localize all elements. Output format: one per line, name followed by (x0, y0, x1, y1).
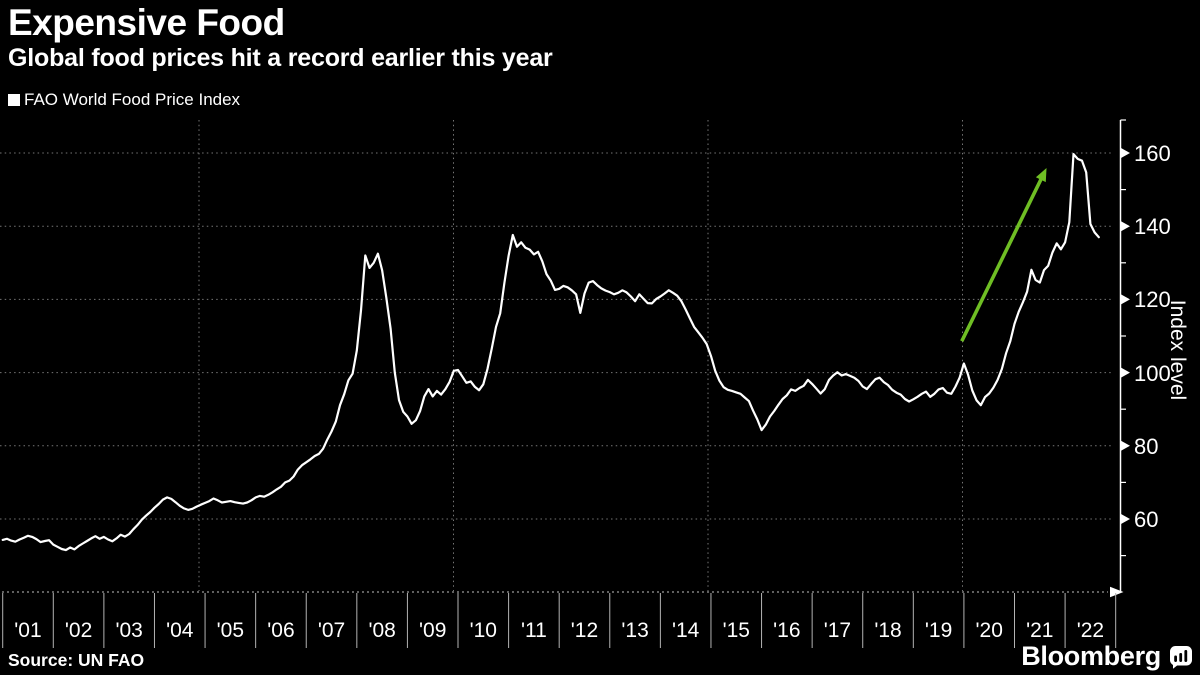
x-axis-tick-label: '07 (317, 619, 346, 642)
source-note: Source: UN FAO (8, 650, 145, 670)
x-axis-tick-label: '06 (267, 619, 295, 642)
x-axis-tick-label: '19 (924, 619, 953, 642)
chart-subtitle: Global food prices hit a record earlier … (8, 44, 553, 72)
y-axis-tick-label: 120 (1134, 287, 1171, 313)
y-axis-tick-label: 60 (1134, 507, 1159, 532)
x-axis-tick-label: '15 (722, 619, 750, 642)
y-axis-tick-label: 80 (1134, 433, 1159, 459)
x-axis-tick-label: '08 (368, 619, 396, 642)
bloomberg-chart-icon (1170, 645, 1192, 669)
x-axis-tick-label: '09 (419, 619, 447, 642)
bloomberg-logo: Bloomberg (1021, 641, 1193, 672)
y-axis-tick-label: 100 (1134, 360, 1171, 386)
x-axis-tick-label: '18 (874, 619, 902, 642)
x-axis-tick-label: '01 (14, 619, 42, 642)
x-axis-tick-label: '17 (823, 619, 852, 642)
bloomberg-wordmark: Bloomberg (1021, 641, 1161, 671)
x-axis-tick-label: '20 (975, 619, 1003, 642)
x-axis-tick-label: '21 (1026, 619, 1054, 642)
x-axis-tick-label: '22 (1076, 619, 1105, 642)
legend-marker (8, 94, 20, 106)
x-axis-tick-label: '12 (570, 619, 599, 642)
x-axis-tick-label: '02 (64, 619, 93, 642)
legend-label: FAO World Food Price Index (24, 90, 241, 109)
chart-title: Expensive Food (8, 2, 285, 43)
x-axis-tick-label: '04 (166, 619, 194, 642)
y-axis-tick-label: 140 (1134, 214, 1171, 240)
x-axis-tick-label: '11 (520, 619, 547, 642)
y-axis-tick-label: 160 (1134, 141, 1171, 166)
x-axis-tick-label: '03 (115, 619, 143, 642)
x-axis-tick-label: '16 (773, 619, 801, 642)
x-axis-tick-label: '05 (216, 619, 245, 642)
x-axis-tick-label: '14 (671, 619, 700, 642)
legend: FAO World Food Price Index (8, 90, 240, 110)
x-axis-tick-label: '10 (469, 619, 497, 642)
x-axis-tick-label: '13 (621, 619, 649, 642)
